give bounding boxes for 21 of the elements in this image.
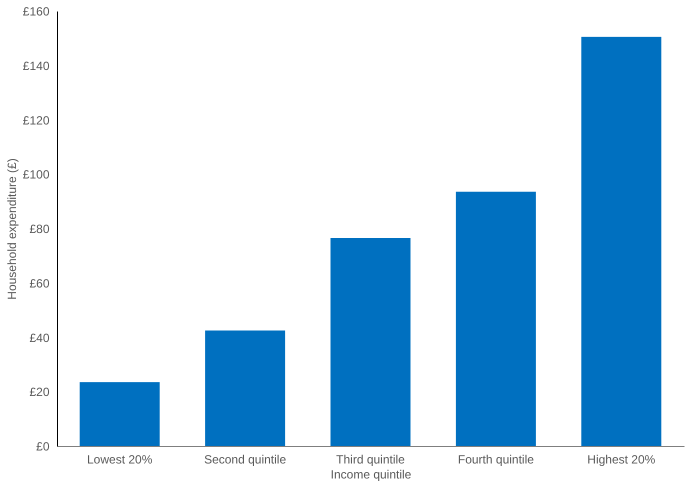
bar bbox=[581, 36, 662, 446]
y-tick-label: £60 bbox=[29, 276, 50, 290]
y-tick-label: £0 bbox=[36, 440, 50, 454]
y-tick-label: £140 bbox=[22, 58, 50, 73]
y-tick-label: £100 bbox=[22, 168, 50, 182]
y-tick-label: £160 bbox=[22, 4, 50, 18]
x-axis-title: Income quintile bbox=[330, 468, 412, 482]
y-tick-label: £40 bbox=[29, 330, 50, 345]
y-axis-title: Household expenditure (£) bbox=[4, 158, 19, 300]
x-tick-label: Lowest 20% bbox=[87, 452, 153, 466]
x-tick-label: Fourth quintile bbox=[458, 452, 534, 466]
x-tick-label: Third quintile bbox=[336, 452, 406, 466]
x-tick-label: Second quintile bbox=[204, 452, 286, 466]
bar bbox=[80, 382, 160, 446]
x-tick-label: Highest 20% bbox=[587, 452, 656, 466]
bar bbox=[205, 330, 286, 446]
bar bbox=[456, 192, 536, 446]
y-tick-label: £120 bbox=[22, 113, 50, 128]
y-tick-label: £80 bbox=[29, 222, 50, 236]
bar bbox=[330, 238, 410, 446]
y-tick-label: £20 bbox=[29, 385, 50, 400]
